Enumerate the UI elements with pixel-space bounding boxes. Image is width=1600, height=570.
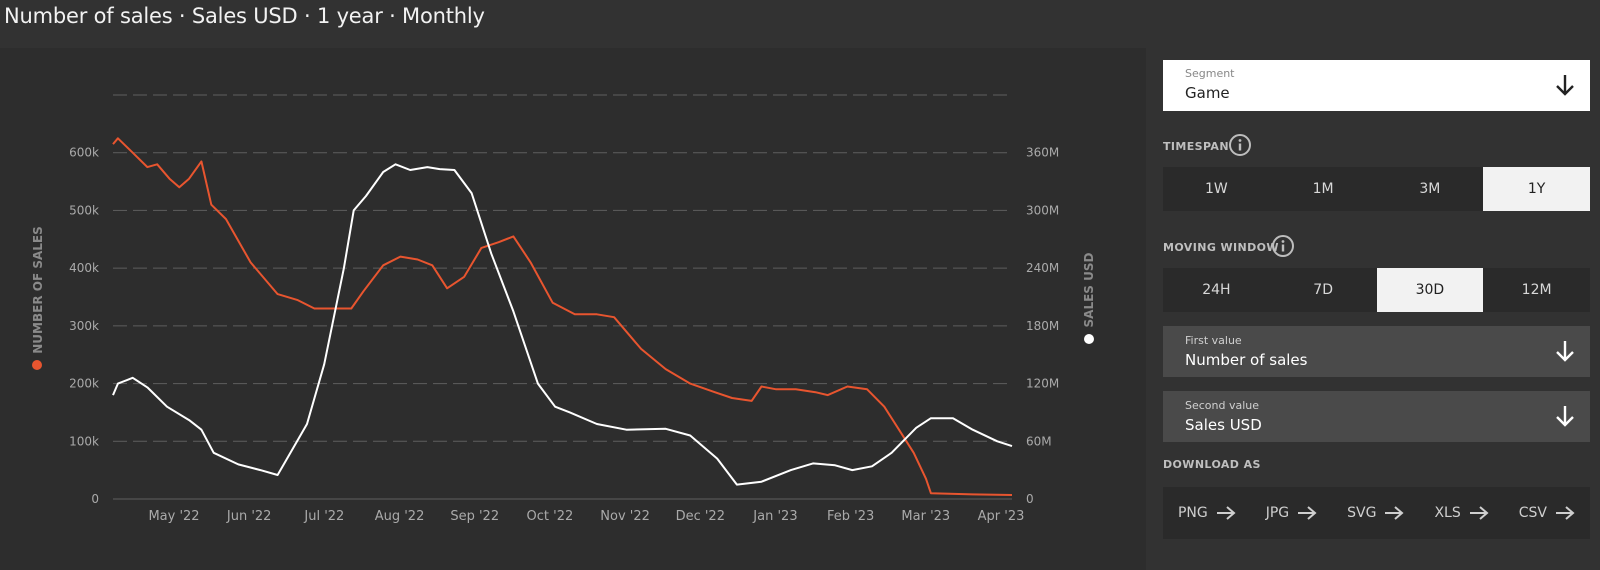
arrow-right-icon (1555, 506, 1575, 520)
first-value-label: First value (1185, 334, 1242, 347)
dual-axis-line-chart: 0 100k 200k 300k 400k 500k 600k 0 60M 120M 180M 240… (31, 94, 1096, 524)
download-csv-button[interactable]: CSV (1519, 505, 1575, 521)
segment-label: Segment (1185, 67, 1235, 80)
timespan-option-1w[interactable]: 1W (1205, 181, 1228, 197)
x-tick-label: Feb '23 (827, 509, 874, 524)
y-left-tick-label: 600k (69, 146, 99, 160)
chart-panel (0, 48, 1146, 570)
info-icon[interactable] (1228, 133, 1252, 157)
y-left-tick-label: 100k (69, 434, 99, 448)
moving-window-label: MOVING WINDOW (1163, 241, 1279, 254)
download-jpg-button[interactable]: JPG (1266, 505, 1317, 521)
y-right-tick-label: 360M (1026, 146, 1059, 160)
timespan-option-3m[interactable]: 3M (1419, 181, 1441, 197)
download-png-label: PNG (1177, 505, 1208, 521)
first-value-dropdown[interactable]: First value Number of sales (1163, 326, 1590, 377)
download-options: PNG JPG SVG XLS CSV (1163, 487, 1590, 539)
arrow-right-icon (1469, 506, 1489, 520)
y-left-tick-label: 0 (91, 492, 99, 506)
moving-window-selector: 24H 7D 30D 12M (1163, 268, 1590, 312)
x-tick-label: Apr '23 (978, 509, 1025, 524)
timespan-option-1m[interactable]: 1M (1312, 181, 1334, 197)
y-right-tick-label: 300M (1026, 203, 1059, 217)
x-tick-label: Jun '22 (226, 509, 272, 524)
legend-dot-sales-usd (1084, 334, 1094, 344)
download-xls-button[interactable]: XLS (1434, 505, 1489, 521)
y-left-tick-label: 300k (69, 319, 99, 333)
window-option-30d[interactable]: 30D (1376, 268, 1484, 312)
y-right-tick-label: 180M (1026, 319, 1059, 333)
series-line-number-of-sales (112, 137, 1013, 496)
y-left-tick-label: 500k (69, 203, 99, 217)
download-csv-label: CSV (1518, 505, 1547, 521)
arrow-down-icon (1556, 406, 1574, 427)
segment-dropdown[interactable]: Segment Game (1163, 60, 1590, 111)
y-right-tick-label: 60M (1026, 434, 1052, 448)
x-tick-label: Sep '22 (450, 509, 499, 524)
window-option-12m[interactable]: 12M (1521, 282, 1552, 298)
y-right-tick-label: 120M (1026, 377, 1059, 391)
arrow-down-icon (1556, 341, 1574, 362)
x-tick-label: Jul '22 (303, 509, 344, 524)
window-option-24h[interactable]: 24H (1202, 282, 1231, 298)
x-tick-label: Mar '23 (901, 509, 950, 524)
arrow-right-icon (1216, 506, 1236, 520)
page-title: Number of sales · Sales USD · 1 year · M… (4, 4, 485, 28)
y-right-axis-title: SALES USD (1082, 252, 1096, 327)
arrow-right-icon (1298, 506, 1317, 520)
timespan-label: TIMESPAN (1163, 140, 1229, 153)
first-value-value: Number of sales (1185, 351, 1308, 369)
x-tick-label: Nov '22 (600, 509, 650, 524)
x-tick-label: Jan '23 (752, 509, 797, 524)
timespan-selector: 1W 1M 3M 1Y (1163, 167, 1590, 211)
y-right-tick-label: 0 (1026, 492, 1034, 506)
legend-dot-number-of-sales (32, 360, 42, 370)
x-tick-label: Dec '22 (676, 509, 725, 524)
arrow-down-icon (1556, 75, 1574, 96)
arrow-right-icon (1385, 506, 1404, 520)
download-label: DOWNLOAD AS (1163, 458, 1261, 471)
second-value-label: Second value (1185, 399, 1260, 412)
y-left-tick-label: 200k (69, 377, 99, 391)
y-left-tick-label: 400k (69, 261, 99, 275)
second-value-dropdown[interactable]: Second value Sales USD (1163, 391, 1590, 442)
series-line-sales-usd (112, 163, 1013, 486)
window-option-7d[interactable]: 7D (1313, 282, 1333, 298)
segment-value: Game (1185, 84, 1230, 102)
x-tick-label: Oct '22 (527, 509, 574, 524)
y-left-axis-title: NUMBER OF SALES (31, 226, 45, 353)
y-right-tick-label: 240M (1026, 261, 1059, 275)
download-svg-label: SVG (1347, 505, 1377, 521)
download-svg-button[interactable]: SVG (1347, 505, 1404, 521)
x-tick-label: May '22 (148, 509, 199, 524)
download-xls-label: XLS (1434, 505, 1461, 521)
timespan-option-1y[interactable]: 1Y (1483, 167, 1590, 211)
x-tick-label: Aug '22 (375, 509, 425, 524)
download-jpg-label: JPG (1265, 505, 1290, 521)
download-png-button[interactable]: PNG (1178, 505, 1236, 521)
info-icon[interactable] (1271, 234, 1295, 258)
second-value-value: Sales USD (1185, 416, 1262, 434)
